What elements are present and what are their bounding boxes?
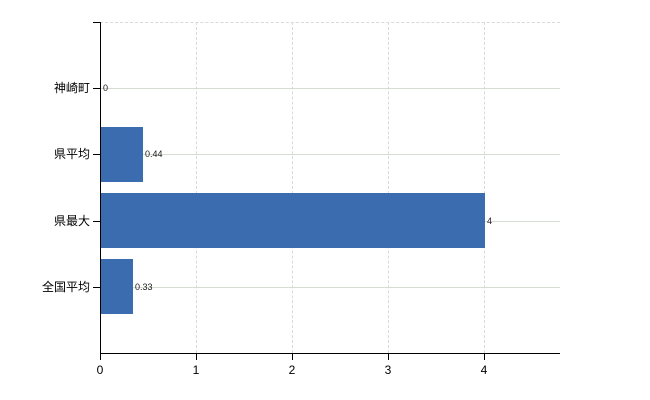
plot-top-border (100, 22, 560, 23)
x-axis-tick (100, 354, 101, 360)
v-gridline (484, 22, 485, 353)
x-axis-line (100, 353, 560, 354)
y-axis-tick (93, 88, 100, 89)
y-axis-line (100, 22, 101, 354)
y-axis-tick (93, 221, 100, 222)
row-gridline (100, 287, 560, 288)
row-gridline (100, 88, 560, 89)
x-tick-label: 3 (384, 363, 392, 377)
bar (101, 127, 143, 182)
bar-value-label: 4 (487, 216, 493, 226)
y-axis-top-cap (93, 22, 100, 23)
v-gridline (292, 22, 293, 353)
y-axis-tick (93, 287, 100, 288)
v-gridline (388, 22, 389, 353)
x-axis-tick (484, 354, 485, 360)
x-tick-label: 2 (288, 363, 296, 377)
category-label: 県最大 (53, 214, 90, 228)
bar (101, 193, 485, 248)
category-label: 県平均 (53, 147, 90, 161)
bar-value-label: 0 (103, 83, 109, 93)
x-axis-tick (196, 354, 197, 360)
x-axis-tick (388, 354, 389, 360)
bar-value-label: 0.44 (145, 149, 163, 159)
bar (101, 259, 133, 314)
x-tick-label: 4 (480, 363, 488, 377)
x-tick-label: 1 (192, 363, 200, 377)
x-axis-tick (292, 354, 293, 360)
bar-value-label: 0.33 (135, 282, 153, 292)
category-label: 全国平均 (41, 280, 90, 294)
y-axis-tick (93, 154, 100, 155)
row-gridline (100, 154, 560, 155)
x-tick-label: 0 (96, 363, 104, 377)
category-label: 神崎町 (53, 81, 90, 95)
v-gridline (196, 22, 197, 353)
